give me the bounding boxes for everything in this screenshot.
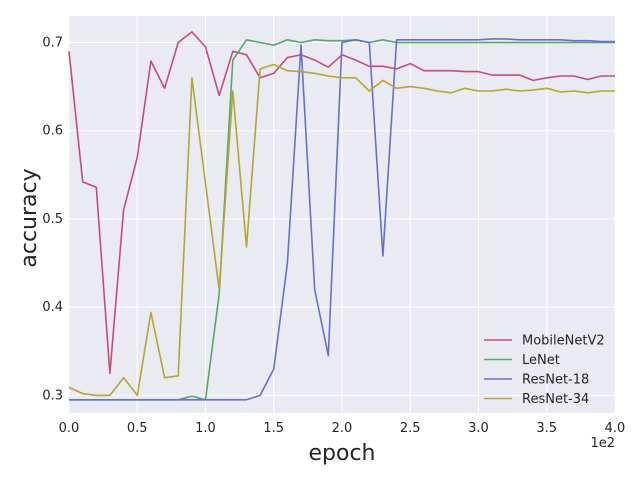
y-tick-label: 0.6 [42,124,63,139]
x-tick-label: 0.0 [59,421,80,436]
x-tick-label: 2.5 [400,421,421,436]
legend-label-resnet-34: ResNet-34 [522,392,589,407]
y-tick-label: 0.4 [42,300,63,315]
x-tick-label: 3.0 [468,421,489,436]
x-tick-label: 0.5 [127,421,148,436]
x-offset-text: 1e2 [590,436,615,451]
series-layer [68,31,615,401]
legend-label-lenet: LeNet [522,353,560,368]
x-axis-label: epoch [309,441,376,466]
y-tick-labels: 0.3 0.4 0.5 0.6 0.7 [42,35,63,403]
legend-label-resnet-18: ResNet-18 [522,373,589,388]
series-line-resnet-34 [68,63,615,397]
x-tick-labels: 0.0 0.5 1.0 1.5 2.0 2.5 3.0 3.5 4.0 [59,421,626,436]
legend: MobileNetV2 LeNet ResNet-18 ResNet-34 [484,334,605,407]
series-line-resnet-18 [69,38,615,401]
x-tick-label: 4.0 [605,421,626,436]
x-tick-label: 1.5 [263,421,284,436]
y-tick-label: 0.3 [42,388,63,403]
x-tick-label: 3.5 [536,421,557,436]
x-tick-label: 1.0 [195,421,216,436]
y-tick-label: 0.7 [42,35,63,50]
y-tick-label: 0.5 [42,212,63,227]
legend-label-mobilenetv2: MobileNetV2 [522,334,605,349]
x-tick-label: 2.0 [332,421,353,436]
y-axis-label: accuracy [17,168,42,267]
